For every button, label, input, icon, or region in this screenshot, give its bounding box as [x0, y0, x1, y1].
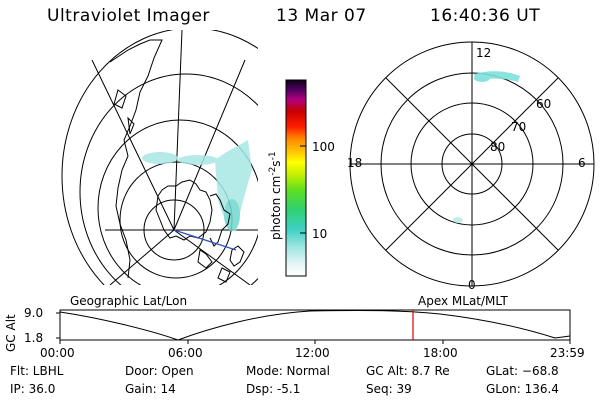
lat-label-70: 70 — [511, 120, 527, 134]
colorbar-unit: photon cm-2s-1 — [268, 151, 283, 240]
info-filter: Flt: LBHL — [10, 364, 64, 378]
colorbar-gradient — [285, 79, 307, 277]
geo-lat-ring — [79, 73, 258, 285]
colorbar — [285, 79, 307, 277]
info-glon: GLon: 136.4 — [486, 382, 559, 396]
colorbar-label-100: 100 — [312, 140, 335, 154]
aurora-patch-apex — [453, 71, 520, 223]
altitude-xtick-1: 06:00 — [168, 346, 203, 360]
colorbar-label-10: 10 — [312, 227, 328, 241]
info-gain: Gain: 14 — [125, 382, 176, 396]
geo-meridian — [173, 30, 183, 231]
geographic-map — [61, 30, 258, 285]
info-door: Door: Open — [125, 364, 194, 378]
apex-polar-plot — [349, 41, 595, 287]
altitude-ytick-bottom: 1.8 — [24, 331, 44, 345]
coastline — [109, 39, 245, 283]
geo-lat-ring — [97, 119, 258, 285]
apex-panel-label: Apex MLat/MLT — [418, 294, 508, 308]
mlt-label-6: 6 — [578, 156, 586, 170]
altitude-plot-frame — [59, 309, 571, 341]
altitude-xtick-2: 12:00 — [295, 346, 330, 360]
altitude-ytick-top: 9.0 — [24, 306, 44, 320]
info-mode: Mode: Normal — [246, 364, 330, 378]
satellite-track — [173, 229, 237, 251]
altitude-xtick-0: 00:00 — [40, 346, 75, 360]
lat-label-60: 60 — [536, 97, 552, 111]
mlt-label-12: 12 — [476, 46, 492, 60]
mlt-label-0: 0 — [468, 278, 476, 292]
geo-meridian — [173, 59, 246, 231]
geo-panel-label: Geographic Lat/Lon — [70, 294, 188, 308]
geo-meridian — [173, 229, 251, 285]
altitude-xtick-3: 18:00 — [423, 346, 458, 360]
info-ip: IP: 36.0 — [10, 382, 56, 396]
geo-meridian — [109, 229, 175, 285]
mlt-label-18: 18 — [347, 156, 363, 170]
time-label: 16:40:36 UT — [430, 6, 541, 26]
altitude-xtick-4: 23:59 — [550, 346, 585, 360]
lat-label-80: 80 — [490, 140, 506, 154]
info-seq: Seq: 39 — [366, 382, 412, 396]
info-glat: GLat: −68.8 — [486, 364, 559, 378]
geo-meridian — [91, 59, 175, 231]
instrument-title: Ultraviolet Imager — [47, 6, 210, 26]
info-gc-alt: GC Alt: 8.7 Re — [366, 364, 450, 378]
geo-lat-ring — [61, 30, 258, 285]
altitude-curve — [59, 309, 571, 341]
altitude-ylabel: GC Alt — [4, 314, 18, 352]
altitude-plot — [56, 309, 571, 344]
apex-diagonal — [385, 77, 559, 251]
date-label: 13 Mar 07 — [276, 6, 367, 26]
info-dsp: Dsp: -5.1 — [246, 382, 301, 396]
